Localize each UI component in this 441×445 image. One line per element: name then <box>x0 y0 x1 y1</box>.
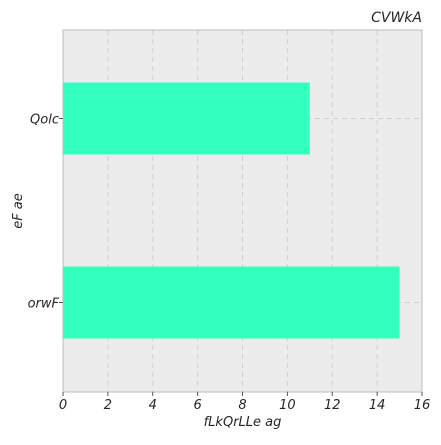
y-tick-label: Qolc <box>30 113 59 128</box>
x-tick-label: 12 <box>324 398 341 413</box>
x-tick-label: 8 <box>238 398 246 413</box>
y-tick-label: orwF <box>28 297 60 312</box>
x-tick-label: 6 <box>193 398 201 413</box>
x-tick-label: 2 <box>104 398 112 413</box>
x-ticks: 0 2 4 6 8 10 12 14 16 <box>59 392 430 413</box>
bar-orwf <box>63 266 400 339</box>
chart-title: CVWkA <box>371 10 422 26</box>
x-tick-label: 4 <box>149 398 157 413</box>
x-axis-label: fLkQrLLe ag <box>204 415 282 430</box>
bar-qolc <box>63 82 310 155</box>
bars-layer <box>63 82 400 339</box>
x-tick-label: 10 <box>279 398 296 413</box>
y-axis-label: eF ae <box>11 193 26 229</box>
x-tick-label: 14 <box>369 398 386 413</box>
y-ticks: Qolc orwF <box>28 113 63 312</box>
x-tick-label: 16 <box>414 398 431 413</box>
x-tick-label: 0 <box>59 398 67 413</box>
